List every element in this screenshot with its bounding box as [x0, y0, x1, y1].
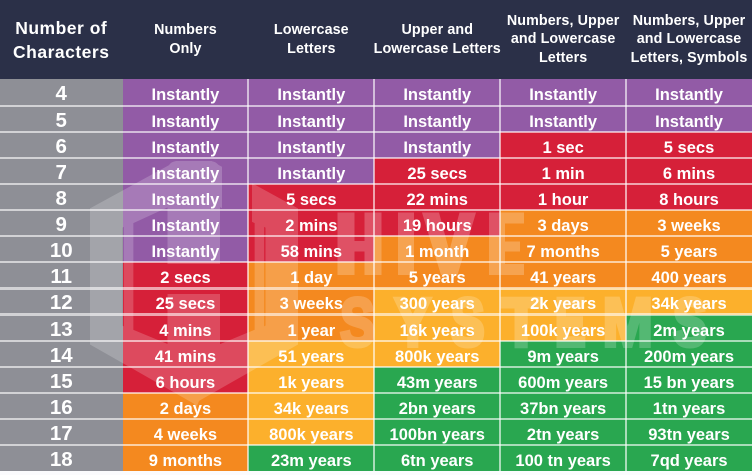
svg-text:M: M	[603, 285, 654, 362]
svg-text:T: T	[501, 285, 541, 362]
svg-text:E: E	[555, 285, 586, 362]
svg-text:S: S	[340, 285, 375, 362]
svg-text:S: S	[673, 285, 707, 362]
svg-text:S: S	[451, 285, 485, 362]
svg-text:Y: Y	[395, 285, 432, 362]
